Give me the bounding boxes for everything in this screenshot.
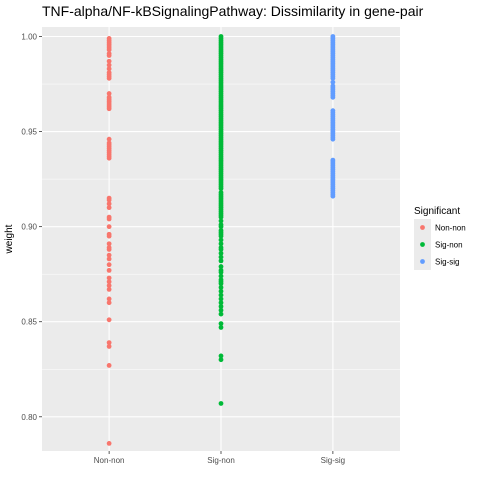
data-point [218,401,224,406]
data-point [106,275,112,281]
data-point [330,193,336,199]
data-point [106,224,112,230]
data-point [218,269,224,275]
data-point [106,216,112,222]
data-point [218,233,224,239]
data-point [218,186,224,192]
data-point [106,53,112,58]
data-point [106,283,112,288]
data-point [106,201,112,207]
x-tick-label: Sig-sig [321,456,345,465]
data-point [218,247,224,252]
data-point [106,286,112,292]
y-tick-label: 0.90 [21,223,37,232]
data-point [106,205,112,211]
legend-swatch [420,242,425,247]
data-point [106,262,112,268]
data-point [106,241,112,247]
data-point [218,264,224,269]
data-point [218,300,224,306]
data-point [218,325,224,330]
data-point [106,296,112,302]
x-tick-label: Non-non [94,456,125,465]
data-point [218,224,224,230]
data-point [330,94,336,100]
data-point [218,311,224,317]
data-point [106,75,112,81]
data-point [106,247,112,252]
data-point [330,79,336,85]
data-point [218,241,224,247]
y-axis-title: weight [4,224,15,254]
x-tick-label: Sig-non [207,456,235,465]
data-point [218,307,224,313]
legend-swatch [420,225,425,230]
legend-swatch [420,259,425,264]
data-point [106,233,112,239]
y-axis-ticks: 0.80 0.85 0.90 0.95 1.00 [21,33,42,422]
data-point [218,353,224,359]
y-tick-label: 0.95 [21,128,37,137]
data-point [218,237,224,243]
data-point [106,47,112,53]
data-point [106,136,112,142]
data-point [218,304,224,309]
legend-label: Non-non [435,224,466,233]
data-points [106,34,336,446]
data-point [106,106,112,112]
y-tick-label: 0.85 [21,318,37,327]
data-point [106,440,112,446]
data-point [106,155,112,161]
data-point [218,321,224,327]
data-point [106,58,112,64]
y-tick-label: 1.00 [21,33,37,42]
data-point [330,75,336,81]
x-axis-ticks: Non-non Sig-non Sig-sig [94,451,345,465]
data-point [218,285,224,290]
data-point [106,66,112,72]
data-point [218,296,224,302]
data-point [218,281,224,287]
data-point [106,91,112,96]
y-tick-label: 0.80 [21,413,37,422]
data-point [218,254,224,260]
legend-label: Sig-non [435,241,463,250]
data-point [218,218,224,224]
data-point [218,250,224,256]
data-point [106,300,112,306]
data-point [106,197,112,203]
data-point [218,214,224,220]
data-point [106,340,112,346]
data-point [218,258,224,264]
chart-title: TNF-alpha/NF-kBSignalingPathway: Dissimi… [42,3,424,19]
data-point [330,136,336,142]
data-point [106,317,112,323]
data-point [218,273,224,279]
legend-title: Significant [414,206,460,217]
data-point [106,252,112,258]
legend-label: Sig-sig [435,258,459,267]
data-point [218,288,224,294]
data-point [106,256,112,262]
data-point [106,267,112,273]
data-point [106,363,112,368]
data-point [106,344,112,349]
data-point [218,357,224,363]
data-point [218,292,224,298]
data-point [106,62,112,68]
legend: Significant Non-non Sig-non Sig-sig [414,206,466,270]
data-point [106,279,112,285]
